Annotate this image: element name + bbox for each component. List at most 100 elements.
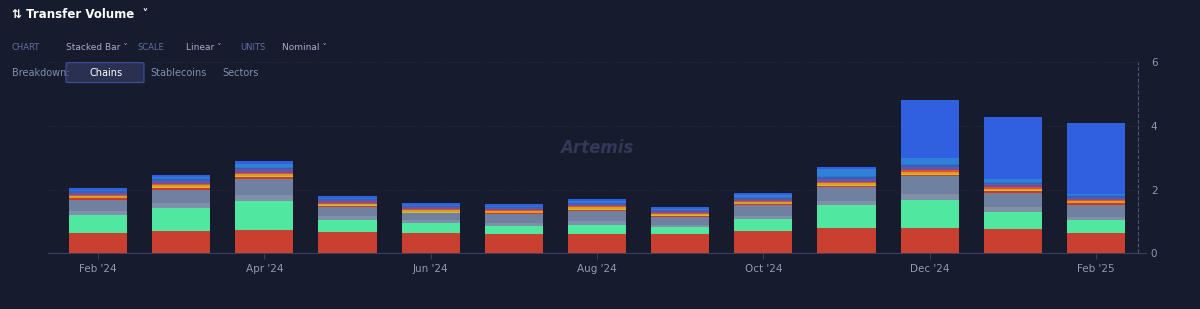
Bar bbox=[568, 210, 626, 211]
Bar bbox=[402, 203, 460, 205]
Bar bbox=[734, 193, 792, 195]
Bar bbox=[901, 200, 959, 228]
Bar bbox=[652, 234, 709, 253]
Bar bbox=[485, 234, 542, 253]
Bar bbox=[68, 200, 127, 211]
Text: UNITS: UNITS bbox=[240, 43, 265, 53]
Bar bbox=[68, 233, 127, 253]
Bar bbox=[318, 203, 377, 204]
Bar bbox=[402, 214, 460, 221]
Bar bbox=[817, 169, 876, 176]
Bar bbox=[734, 201, 792, 202]
Bar bbox=[235, 231, 293, 253]
Bar bbox=[485, 211, 542, 213]
Bar bbox=[984, 191, 1042, 193]
Bar bbox=[901, 167, 959, 170]
Bar bbox=[734, 202, 792, 204]
Bar bbox=[817, 167, 876, 169]
Bar bbox=[568, 209, 626, 210]
Bar bbox=[318, 232, 377, 253]
Bar bbox=[984, 229, 1042, 253]
Bar bbox=[734, 205, 792, 216]
Bar bbox=[901, 165, 959, 167]
Bar bbox=[1067, 203, 1126, 205]
Bar bbox=[318, 205, 377, 206]
Bar bbox=[652, 214, 709, 215]
Bar bbox=[652, 213, 709, 214]
Bar bbox=[485, 207, 542, 208]
Bar bbox=[318, 200, 377, 203]
Bar bbox=[901, 164, 959, 165]
Bar bbox=[568, 206, 626, 207]
Bar bbox=[152, 181, 210, 184]
Bar bbox=[485, 210, 542, 211]
Bar bbox=[402, 209, 460, 210]
Bar bbox=[152, 188, 210, 190]
Bar bbox=[652, 209, 709, 210]
Bar bbox=[68, 195, 127, 196]
Bar bbox=[68, 211, 127, 215]
Bar bbox=[152, 185, 210, 187]
Bar bbox=[901, 170, 959, 171]
Bar bbox=[901, 171, 959, 174]
Bar bbox=[318, 207, 377, 216]
Bar bbox=[1067, 233, 1126, 253]
Bar bbox=[984, 190, 1042, 191]
Bar bbox=[652, 215, 709, 216]
Bar bbox=[984, 207, 1042, 212]
Bar bbox=[817, 177, 876, 179]
Bar bbox=[1067, 196, 1126, 197]
Bar bbox=[485, 208, 542, 210]
FancyBboxPatch shape bbox=[66, 63, 144, 83]
Bar bbox=[485, 213, 542, 214]
Bar bbox=[152, 208, 210, 231]
Bar bbox=[734, 197, 792, 199]
Bar bbox=[817, 185, 876, 186]
Bar bbox=[817, 182, 876, 183]
Bar bbox=[402, 212, 460, 213]
Bar bbox=[568, 222, 626, 225]
Bar bbox=[1067, 221, 1126, 233]
Bar bbox=[901, 174, 959, 175]
Bar bbox=[235, 169, 293, 173]
Bar bbox=[402, 206, 460, 207]
Bar bbox=[318, 196, 377, 197]
Bar bbox=[318, 197, 377, 198]
Text: Artemis: Artemis bbox=[560, 139, 634, 157]
Bar bbox=[235, 176, 293, 177]
Bar bbox=[485, 214, 542, 223]
Bar bbox=[68, 192, 127, 193]
Bar bbox=[68, 190, 127, 192]
Text: Stacked Bar ˅: Stacked Bar ˅ bbox=[66, 43, 127, 53]
Text: Sectors: Sectors bbox=[222, 68, 258, 78]
Bar bbox=[318, 216, 377, 219]
Bar bbox=[235, 179, 293, 195]
Bar bbox=[568, 203, 626, 204]
Bar bbox=[568, 201, 626, 202]
Bar bbox=[817, 176, 876, 177]
Bar bbox=[318, 199, 377, 200]
Text: Linear ˅: Linear ˅ bbox=[186, 43, 222, 53]
Text: Breakdown:: Breakdown: bbox=[12, 68, 70, 78]
Bar bbox=[235, 174, 293, 176]
Bar bbox=[734, 216, 792, 219]
Bar bbox=[984, 188, 1042, 190]
Bar bbox=[817, 228, 876, 253]
Bar bbox=[984, 183, 1042, 184]
Bar bbox=[1067, 123, 1126, 194]
Bar bbox=[68, 198, 127, 200]
Text: Chains: Chains bbox=[89, 68, 122, 78]
Bar bbox=[984, 193, 1042, 207]
Bar bbox=[1067, 195, 1126, 196]
Bar bbox=[68, 193, 127, 195]
Bar bbox=[402, 221, 460, 223]
Bar bbox=[152, 179, 210, 181]
Bar bbox=[568, 202, 626, 203]
Bar bbox=[984, 117, 1042, 179]
Bar bbox=[152, 175, 210, 177]
Bar bbox=[901, 100, 959, 158]
Bar bbox=[901, 158, 959, 164]
Bar bbox=[817, 201, 876, 205]
Bar bbox=[235, 195, 293, 201]
Bar bbox=[734, 219, 792, 231]
